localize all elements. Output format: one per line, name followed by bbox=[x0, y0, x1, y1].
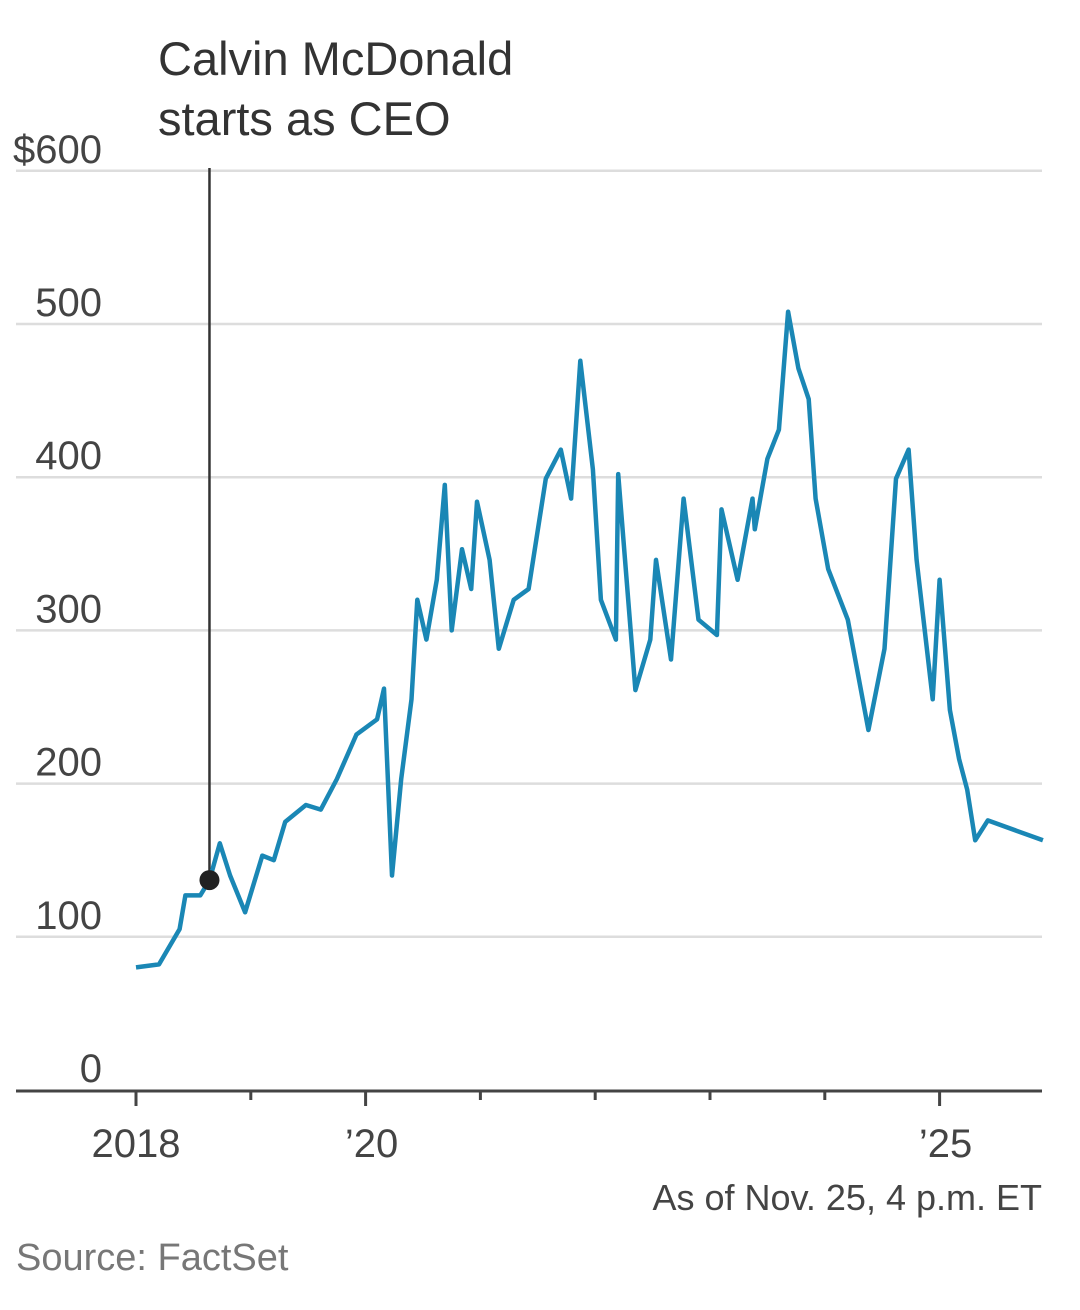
annotation-line-1: Calvin McDonald bbox=[158, 32, 513, 85]
x-axis-ticks: 2018 ’20 ’25 bbox=[92, 1091, 972, 1166]
y-tick-label: 200 bbox=[35, 741, 102, 785]
y-tick-label: 0 bbox=[80, 1047, 102, 1091]
x-tick-label: ’25 bbox=[919, 1122, 972, 1166]
y-tick-label: 300 bbox=[35, 587, 102, 631]
x-tick-label: ’20 bbox=[345, 1122, 398, 1166]
x-tick-label: 2018 bbox=[92, 1122, 181, 1166]
y-tick-label: 500 bbox=[35, 281, 102, 325]
y-tick-label: 400 bbox=[35, 434, 102, 478]
y-tick-label: $600 bbox=[13, 128, 102, 172]
as-of-note: As of Nov. 25, 4 p.m. ET bbox=[653, 1177, 1042, 1218]
ceo-annotation: Calvin McDonald starts as CEO bbox=[158, 32, 513, 881]
source-label: Source: FactSet bbox=[16, 1237, 289, 1279]
annotation-line-2: starts as CEO bbox=[158, 92, 451, 145]
price-series-line bbox=[135, 309, 1044, 970]
y-tick-label: 100 bbox=[35, 894, 102, 938]
annotation-marker bbox=[199, 870, 220, 891]
y-axis-ticks: 0 100 200 300 400 500 $600 bbox=[13, 128, 102, 1091]
gridlines bbox=[16, 169, 1042, 939]
